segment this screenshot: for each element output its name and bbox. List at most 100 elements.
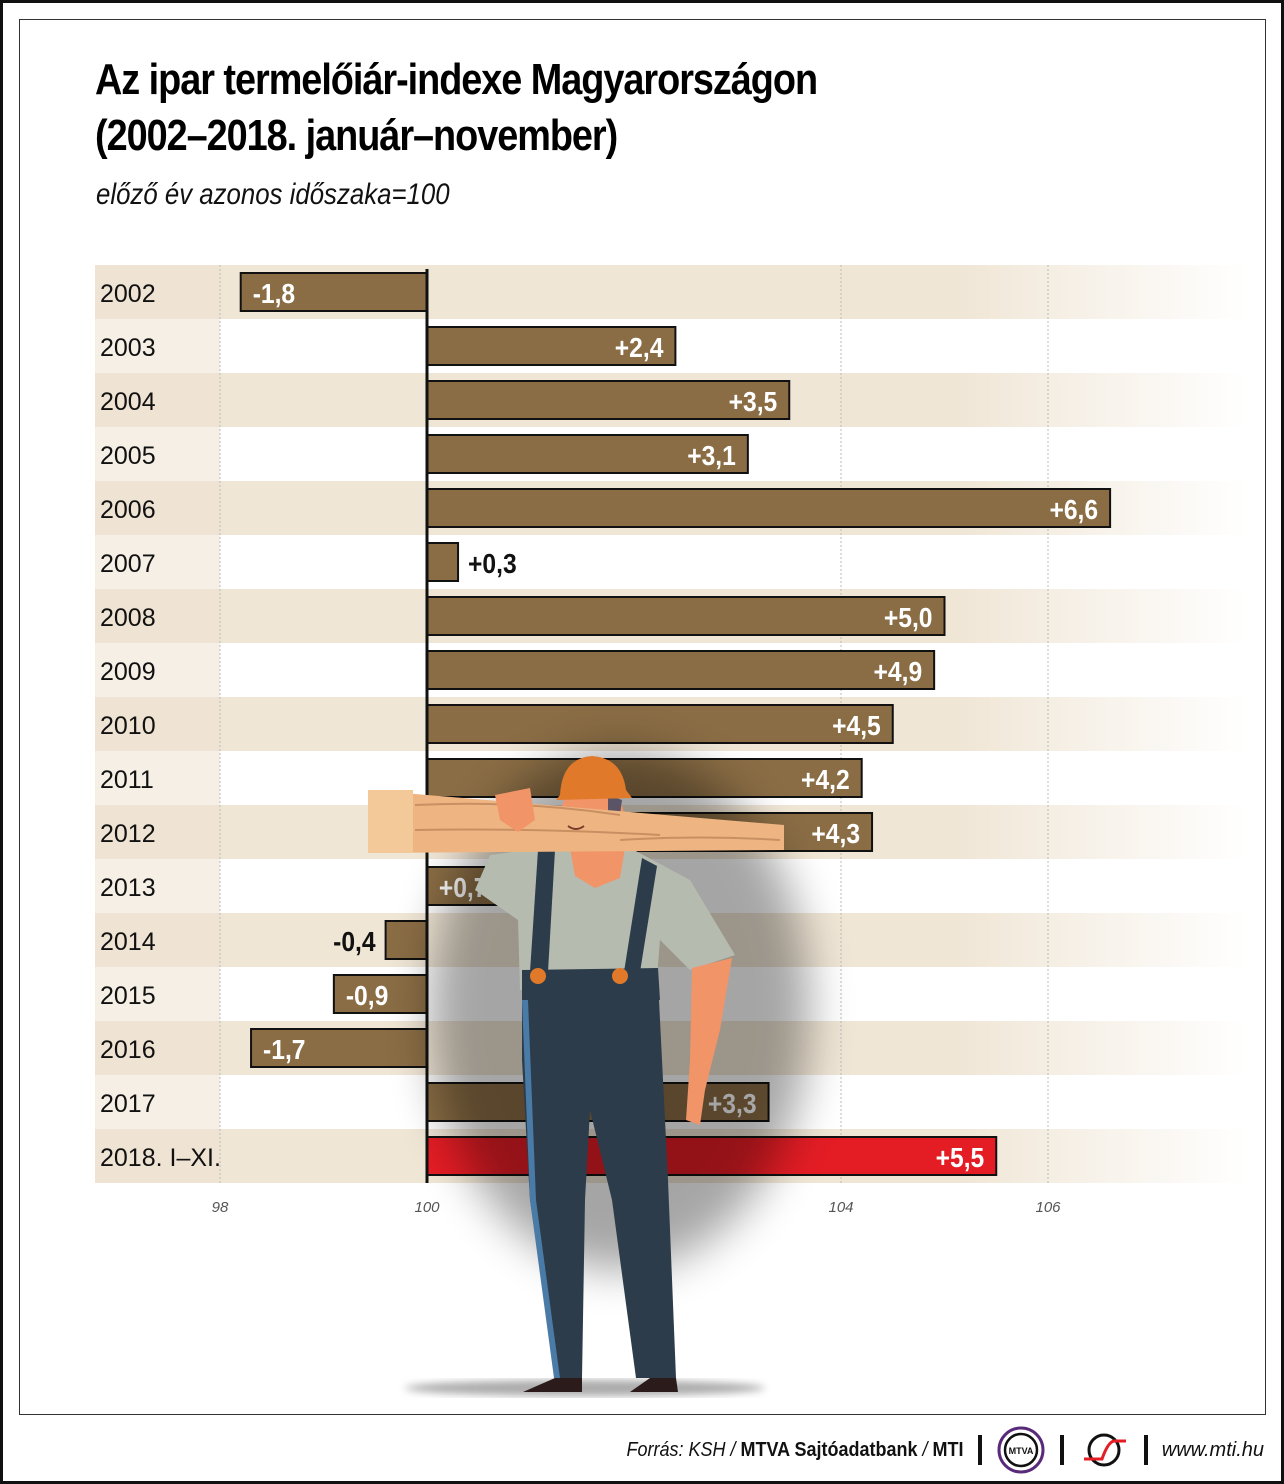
value-label-3: +3,1 bbox=[687, 440, 736, 472]
value-label-14: -1,7 bbox=[263, 1034, 305, 1066]
value-label-1: +2,4 bbox=[615, 332, 664, 364]
bar-13 bbox=[332, 974, 429, 1014]
worker-neck bbox=[570, 848, 625, 888]
inner-frame bbox=[19, 19, 1266, 1415]
title-line-1: Az ipar termelőiár-indexe Magyarországon bbox=[95, 55, 818, 104]
value-label-2: +3,5 bbox=[729, 386, 778, 418]
tick-label-3: 106 bbox=[1035, 1199, 1061, 1216]
worker-button-right bbox=[612, 968, 628, 984]
tick-label-0: 98 bbox=[212, 1199, 229, 1216]
source-separator: / bbox=[917, 1438, 933, 1461]
bar-0 bbox=[239, 272, 428, 312]
bar-1 bbox=[426, 326, 677, 366]
row-label-band bbox=[95, 967, 220, 1021]
worker-strap-right bbox=[624, 858, 657, 972]
worker-shoe-left bbox=[523, 1378, 582, 1392]
value-label-9: +4,2 bbox=[801, 764, 850, 796]
value-label-4: +6,6 bbox=[1049, 494, 1098, 526]
worker-helmet bbox=[556, 756, 632, 800]
value-label-0: -1,8 bbox=[253, 278, 295, 310]
row-label-band bbox=[95, 373, 220, 427]
row-label-8: 2010 bbox=[100, 712, 156, 740]
source-mtva: MTVA Sajtóadatbank bbox=[740, 1438, 918, 1461]
row-label-11: 2013 bbox=[100, 874, 156, 902]
row-label-band bbox=[95, 643, 220, 697]
bar-14 bbox=[250, 1028, 428, 1068]
row-label-4: 2006 bbox=[100, 496, 156, 524]
row-label-band bbox=[95, 427, 220, 481]
bar-2 bbox=[426, 380, 791, 420]
chart-title: Az ipar termelőiár-indexe Magyarországon… bbox=[95, 52, 818, 164]
worker-leg-highlight bbox=[522, 1000, 560, 1378]
row-label-10: 2012 bbox=[100, 820, 156, 848]
worker-strap-left bbox=[530, 850, 555, 972]
row-label-15: 2017 bbox=[100, 1090, 156, 1118]
value-label-12: -0,4 bbox=[333, 926, 376, 958]
mtva-logo-text: MTVA bbox=[1008, 1446, 1033, 1456]
source-text: Forrás: KSH / MTVA Sajtóadatbank / MTI bbox=[627, 1439, 964, 1462]
row-label-band bbox=[95, 319, 220, 373]
divider bbox=[1059, 1435, 1064, 1465]
row-label-band bbox=[95, 1021, 220, 1075]
worker-smile bbox=[567, 825, 585, 830]
bar-4 bbox=[426, 488, 1112, 528]
chart-subtitle: előző év azonos időszaka=100 bbox=[96, 178, 450, 211]
bar-6 bbox=[426, 596, 946, 636]
row-label-7: 2009 bbox=[100, 658, 156, 686]
worker-hand bbox=[495, 788, 535, 832]
row-label-0: 2002 bbox=[100, 280, 156, 308]
row-label-3: 2005 bbox=[100, 442, 156, 470]
tick-label-2: 104 bbox=[828, 1199, 853, 1216]
value-label-7: +4,9 bbox=[874, 656, 923, 688]
row-label-band bbox=[95, 913, 220, 967]
value-label-10: +4,3 bbox=[811, 818, 860, 850]
gridlines bbox=[219, 265, 1049, 1183]
bar-12 bbox=[384, 920, 429, 960]
worker-ground-shadow bbox=[405, 1380, 765, 1396]
value-label-8: +4,5 bbox=[832, 710, 881, 742]
wood-plank-end bbox=[368, 790, 413, 853]
source-mti: MTI bbox=[932, 1438, 964, 1461]
row-label-13: 2015 bbox=[100, 982, 156, 1010]
row-label-band bbox=[95, 859, 220, 913]
worker-button-left bbox=[530, 968, 546, 984]
row-labels: 2002 2003 2004 2005 2006 2007 2008 2009 2010 2011… bbox=[100, 280, 221, 1172]
bar-3 bbox=[426, 434, 749, 474]
value-label-6: +5,0 bbox=[884, 602, 933, 634]
mti-logo-icon bbox=[1083, 1433, 1126, 1467]
tick-label-1: 100 bbox=[414, 1199, 440, 1216]
worker-legs bbox=[522, 980, 676, 1378]
row-label-2: 2004 bbox=[100, 388, 156, 416]
title-line-2: (2002–2018. január–november) bbox=[95, 111, 618, 160]
worker-illustration bbox=[368, 750, 810, 1396]
bar-7 bbox=[426, 650, 936, 690]
value-label-16: +5,5 bbox=[936, 1142, 985, 1174]
bar-8 bbox=[426, 704, 894, 744]
value-label-13: -0,9 bbox=[346, 980, 388, 1012]
row-label-6: 2008 bbox=[100, 604, 156, 632]
row-label-9: 2011 bbox=[100, 766, 154, 794]
mtva-logo-icon: MTVA bbox=[997, 1426, 1045, 1474]
row-label-12: 2014 bbox=[100, 928, 156, 956]
worker-shoe-right bbox=[630, 1378, 678, 1392]
row-label-band bbox=[95, 265, 220, 319]
row-label-band bbox=[95, 1129, 220, 1183]
tick-labels: 98 100 104 106 bbox=[212, 1199, 1062, 1216]
row-label-16: 2018. I–XI. bbox=[100, 1144, 221, 1172]
row-label-1: 2003 bbox=[100, 334, 156, 362]
bar-5 bbox=[426, 542, 460, 582]
source-prefix: Forrás: KSH / bbox=[626, 1438, 741, 1461]
divider bbox=[1143, 1435, 1148, 1465]
value-label-5: +0,3 bbox=[468, 548, 517, 580]
worker-arm bbox=[686, 958, 732, 1125]
divider bbox=[977, 1435, 982, 1465]
row-label-band bbox=[95, 535, 220, 589]
row-label-band bbox=[95, 589, 220, 643]
row-label-band bbox=[95, 697, 220, 751]
row-label-14: 2016 bbox=[100, 1036, 156, 1064]
footer: Forrás: KSH / MTVA Sajtóadatbank / MTI M… bbox=[589, 1426, 1264, 1474]
row-label-band bbox=[95, 1075, 220, 1129]
row-label-band bbox=[95, 805, 220, 859]
